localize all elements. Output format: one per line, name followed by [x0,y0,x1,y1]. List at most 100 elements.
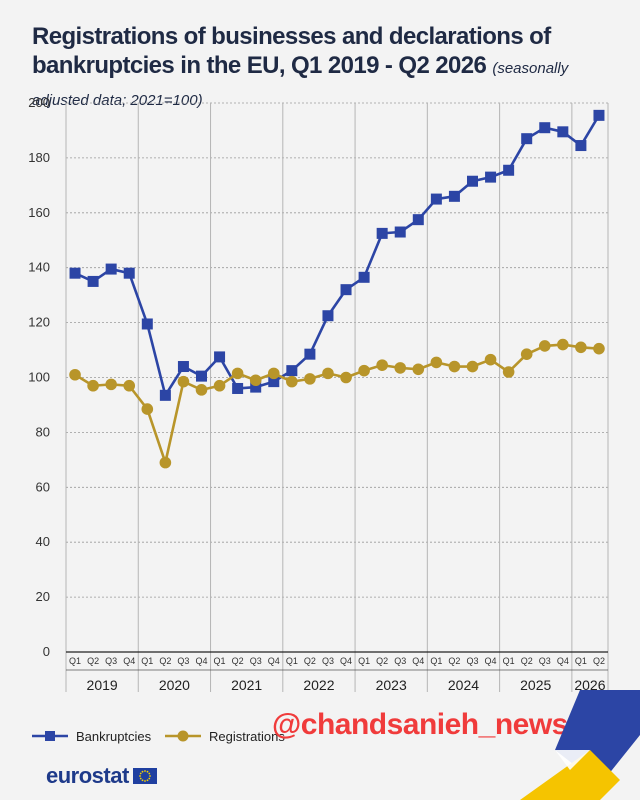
legend-registrations-label: Registrations [209,728,285,744]
x-tick-label-year: 2025 [520,677,551,693]
data-point-registrations [286,375,298,388]
data-point-bankruptcies [503,164,515,176]
legend-bankruptcies-swatch [32,731,68,741]
data-point-registrations [448,360,461,373]
data-point-registrations [177,375,190,388]
x-tick-label-quarter: Q1 [575,656,587,666]
data-point-bankruptcies [177,361,189,373]
data-point-bankruptcies [430,193,442,205]
data-point-registrations [376,359,388,371]
x-tick-label-quarter: Q3 [394,656,406,666]
x-tick-label-year: 2021 [231,677,262,693]
data-point-registrations [557,338,569,351]
x-tick-label-quarter: Q2 [448,656,460,666]
data-point-bankruptcies [250,381,262,393]
data-point-registrations [195,384,208,396]
chart-subtitle: (seasonally adjusted data; 2021=100) [32,60,569,109]
data-point-bankruptcies [196,370,207,382]
eurostat-logo-text: eurostat [46,763,129,788]
data-point-bankruptcies [69,267,81,279]
x-tick-label-quarter: Q1 [141,656,153,666]
data-point-registrations [213,379,226,392]
x-tick-label-year: 2023 [376,677,407,693]
x-tick-label-quarter: Q2 [159,656,171,666]
eurostat-logo: eurostat [46,763,157,789]
eu-flag-icon [132,768,157,784]
data-point-registrations [502,366,515,378]
y-tick-label-60: 60 [36,479,50,494]
x-tick-label-quarter: Q4 [195,656,207,666]
x-tick-label-quarter: Q3 [539,656,551,666]
y-tick-label-180: 180 [28,150,50,165]
data-point-registrations [159,456,172,469]
corner-decoration [520,690,640,800]
series-line-bankruptcies [74,114,601,397]
y-tick-label-140: 140 [28,260,50,275]
y-tick-label-160: 160 [28,205,50,220]
x-tick-label-quarter: Q3 [105,656,117,666]
x-tick-label-quarter: Q3 [177,656,189,666]
x-tick-label-quarter: Q4 [340,656,352,666]
x-tick-label-quarter: Q4 [123,656,135,666]
y-tick-label-120: 120 [28,315,50,330]
data-point-bankruptcies [123,267,135,279]
data-point-registrations [358,364,370,377]
data-point-registrations [394,362,407,374]
x-tick-label-quarter: Q1 [358,656,370,666]
data-point-registrations [575,341,587,354]
legend-bankruptcies: Bankruptcies [32,726,151,746]
data-point-bankruptcies [412,214,424,226]
x-tick-label-quarter: Q2 [87,656,99,666]
x-tick-label-quarter: Q1 [69,656,81,666]
x-tick-label-quarter: Q4 [557,656,569,666]
data-point-bankruptcies [593,109,605,121]
data-point-registrations [87,379,99,392]
data-point-bankruptcies [214,351,226,363]
data-point-bankruptcies [358,271,370,283]
data-point-bankruptcies [575,140,587,152]
x-tick-label-quarter: Q2 [232,656,244,666]
data-point-registrations [304,373,316,385]
data-point-registrations [340,371,352,384]
data-point-bankruptcies [141,318,153,330]
data-point-bankruptcies [159,389,171,401]
x-tick-label-year: 2022 [303,677,334,693]
y-tick-label-200: 200 [28,95,50,110]
data-point-bankruptcies [557,126,569,138]
x-tick-label-quarter: Q1 [214,656,226,666]
data-point-bankruptcies [376,227,388,239]
data-point-bankruptcies [539,122,551,134]
y-tick-label-40: 40 [36,534,50,549]
data-point-registrations [105,378,117,391]
data-point-bankruptcies [232,382,244,394]
x-tick-label-year: 2026 [574,677,605,693]
x-tick-label-quarter: Q3 [322,656,334,666]
x-tick-label-quarter: Q1 [430,656,442,666]
x-tick-label-year: 2019 [87,677,118,693]
data-point-registrations [430,356,443,369]
x-tick-label-quarter: Q4 [412,656,424,666]
data-point-bankruptcies [322,310,334,322]
data-point-registrations [123,379,136,392]
data-point-bankruptcies [286,365,298,377]
x-tick-label-quarter: Q4 [268,656,280,666]
data-point-registrations [267,367,280,380]
y-tick-label-100: 100 [28,370,50,385]
data-point-bankruptcies [87,275,99,287]
x-tick-label-year: 2020 [159,677,190,693]
watermark-text: @chandsanieh_news [272,708,568,741]
x-tick-label-quarter: Q1 [286,656,298,666]
x-tick-label-quarter: Q3 [250,656,262,666]
y-tick-label-0: 0 [43,644,50,659]
data-point-bankruptcies [340,284,352,296]
x-tick-label-quarter: Q2 [304,656,316,666]
data-point-bankruptcies [394,226,406,238]
x-tick-label-quarter: Q4 [485,656,497,666]
data-point-registrations [249,374,262,387]
data-point-bankruptcies [304,348,316,360]
data-point-registrations [141,403,154,415]
data-point-bankruptcies [448,190,460,202]
data-point-bankruptcies [467,175,478,187]
legend-bankruptcies-label: Bankruptcies [76,728,152,744]
